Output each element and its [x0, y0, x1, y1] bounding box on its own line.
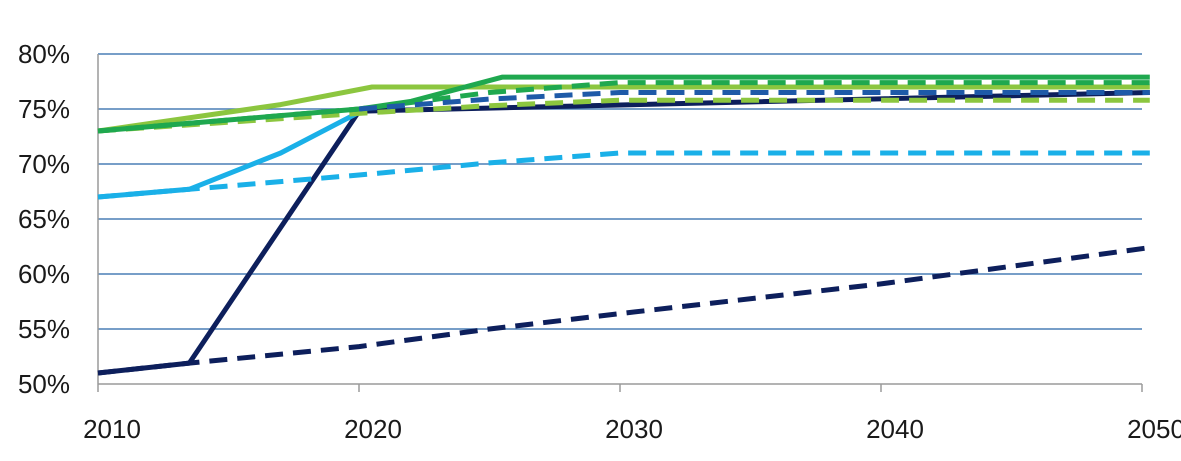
series-line-6-dashed — [97, 97, 1150, 134]
grid — [98, 53, 1142, 330]
y-tick-label: 75% — [18, 94, 70, 124]
series-line-2-dashed — [97, 245, 1151, 376]
y-tick-label: 55% — [18, 314, 70, 344]
series-line-9-dashed — [358, 90, 1150, 112]
series-line-8-dashed — [97, 80, 1150, 134]
x-tick-label: 2010 — [83, 414, 141, 444]
axes — [97, 54, 1143, 392]
y-tick-label: 80% — [18, 39, 70, 69]
series-lines — [97, 74, 1151, 376]
x-tick-label: 2040 — [866, 414, 924, 444]
tick-labels: 50% 55% 60% 65% 70% 75% 80% 2010 2020 2030 2040 205… — [18, 39, 1181, 444]
series-line-4-dashed — [97, 150, 1150, 200]
y-tick-label: 65% — [18, 204, 70, 234]
y-tick-label: 50% — [18, 369, 70, 399]
series-line-5-solid — [97, 84, 1150, 134]
x-tick-label: 2020 — [344, 414, 402, 444]
y-tick-label: 70% — [18, 149, 70, 179]
series-line-1-solid — [97, 90, 1150, 376]
x-tick-label: 2050 — [1127, 414, 1181, 444]
y-tick-label: 60% — [18, 259, 70, 289]
x-tick-label: 2030 — [605, 414, 663, 444]
